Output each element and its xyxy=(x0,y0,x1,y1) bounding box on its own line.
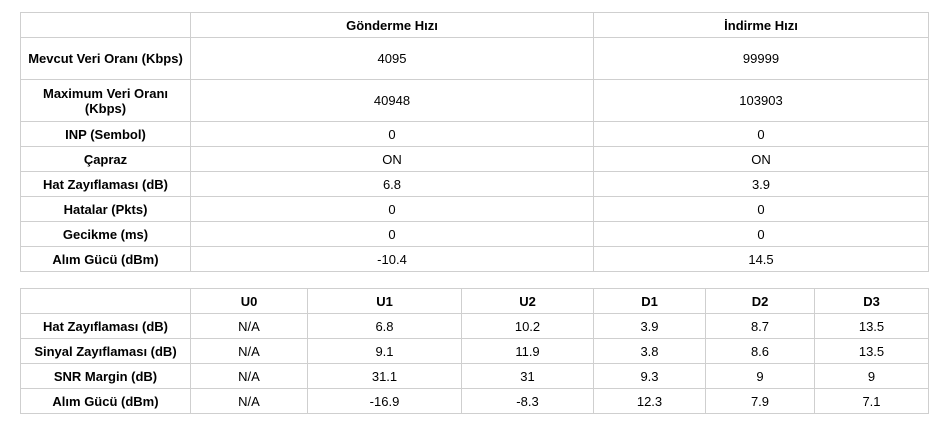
table-row: Maximum Veri Oranı (Kbps) 40948 103903 xyxy=(20,79,929,122)
rate-table-corner xyxy=(20,12,191,38)
column-header-d2: D2 xyxy=(705,288,815,314)
row-label: Maximum Veri Oranı (Kbps) xyxy=(20,79,191,122)
cell-value: N/A xyxy=(190,338,308,364)
cell-value: 0 xyxy=(593,221,929,247)
cell-value: 9 xyxy=(814,363,929,389)
cell-value: 7.1 xyxy=(814,388,929,414)
cell-value: 99999 xyxy=(593,37,929,80)
cell-value: 4095 xyxy=(190,37,594,80)
cell-value: 0 xyxy=(593,196,929,222)
cell-value: 9.3 xyxy=(593,363,706,389)
cell-value: 8.6 xyxy=(705,338,815,364)
cell-value: 13.5 xyxy=(814,338,929,364)
cell-value: 0 xyxy=(190,121,594,147)
cell-value: 7.9 xyxy=(705,388,815,414)
row-label: Hatalar (Pkts) xyxy=(20,196,191,222)
table-row: Hat Zayıflaması (dB) N/A 6.8 10.2 3.9 8.… xyxy=(20,313,929,339)
cell-value: ON xyxy=(593,146,929,172)
row-label: Hat Zayıflaması (dB) xyxy=(20,313,191,339)
column-header-u2: U2 xyxy=(461,288,594,314)
rate-table-header: Gönderme Hızı İndirme Hızı xyxy=(20,12,929,38)
table-row: INP (Sembol) 0 0 xyxy=(20,121,929,147)
band-table: U0 U1 U2 D1 D2 D3 Hat Zayıflaması (dB) N… xyxy=(20,288,929,414)
row-label: Çapraz xyxy=(20,146,191,172)
cell-value: 40948 xyxy=(190,79,594,122)
row-label: Gecikme (ms) xyxy=(20,221,191,247)
row-label: Sinyal Zayıflaması (dB) xyxy=(20,338,191,364)
cell-value: N/A xyxy=(190,363,308,389)
cell-value: 31 xyxy=(461,363,594,389)
cell-value: 8.7 xyxy=(705,313,815,339)
column-header-d1: D1 xyxy=(593,288,706,314)
cell-value: 3.9 xyxy=(593,313,706,339)
row-label: SNR Margin (dB) xyxy=(20,363,191,389)
cell-value: N/A xyxy=(190,313,308,339)
cell-value: 10.2 xyxy=(461,313,594,339)
table-row: Mevcut Veri Oranı (Kbps) 4095 99999 xyxy=(20,37,929,80)
rate-table: Gönderme Hızı İndirme Hızı Mevcut Veri O… xyxy=(20,12,929,272)
cell-value: 0 xyxy=(593,121,929,147)
cell-value: -10.4 xyxy=(190,246,594,272)
table-row: Alım Gücü (dBm) N/A -16.9 -8.3 12.3 7.9 … xyxy=(20,388,929,414)
cell-value: -8.3 xyxy=(461,388,594,414)
cell-value: 13.5 xyxy=(814,313,929,339)
cell-value: 0 xyxy=(190,221,594,247)
cell-value: -16.9 xyxy=(307,388,462,414)
band-table-corner xyxy=(20,288,191,314)
cell-value: ON xyxy=(190,146,594,172)
row-label: Mevcut Veri Oranı (Kbps) xyxy=(20,37,191,80)
column-header-d3: D3 xyxy=(814,288,929,314)
cell-value: 14.5 xyxy=(593,246,929,272)
column-header-download: İndirme Hızı xyxy=(593,12,929,38)
cell-value: 11.9 xyxy=(461,338,594,364)
table-row: Alım Gücü (dBm) -10.4 14.5 xyxy=(20,246,929,272)
band-table-header: U0 U1 U2 D1 D2 D3 xyxy=(20,288,929,314)
cell-value: N/A xyxy=(190,388,308,414)
cell-value: 12.3 xyxy=(593,388,706,414)
row-label: Alım Gücü (dBm) xyxy=(20,246,191,272)
cell-value: 3.9 xyxy=(593,171,929,197)
table-row: Hat Zayıflaması (dB) 6.8 3.9 xyxy=(20,171,929,197)
table-row: Çapraz ON ON xyxy=(20,146,929,172)
table-row: Gecikme (ms) 0 0 xyxy=(20,221,929,247)
cell-value: 0 xyxy=(190,196,594,222)
row-label: INP (Sembol) xyxy=(20,121,191,147)
cell-value: 31.1 xyxy=(307,363,462,389)
cell-value: 9.1 xyxy=(307,338,462,364)
table-row: Hatalar (Pkts) 0 0 xyxy=(20,196,929,222)
column-header-u0: U0 xyxy=(190,288,308,314)
cell-value: 6.8 xyxy=(307,313,462,339)
cell-value: 9 xyxy=(705,363,815,389)
cell-value: 6.8 xyxy=(190,171,594,197)
column-header-u1: U1 xyxy=(307,288,462,314)
cell-value: 103903 xyxy=(593,79,929,122)
row-label: Hat Zayıflaması (dB) xyxy=(20,171,191,197)
table-row: Sinyal Zayıflaması (dB) N/A 9.1 11.9 3.8… xyxy=(20,338,929,364)
table-row: SNR Margin (dB) N/A 31.1 31 9.3 9 9 xyxy=(20,363,929,389)
column-header-upload: Gönderme Hızı xyxy=(190,12,594,38)
cell-value: 3.8 xyxy=(593,338,706,364)
row-label: Alım Gücü (dBm) xyxy=(20,388,191,414)
